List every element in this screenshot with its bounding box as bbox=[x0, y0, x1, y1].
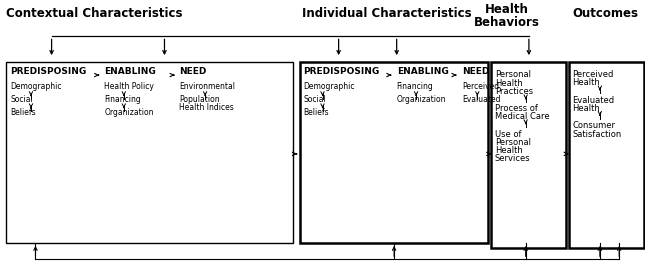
Text: Health: Health bbox=[484, 3, 528, 16]
Text: Organization: Organization bbox=[104, 108, 154, 117]
Bar bbox=[569, 62, 644, 248]
Text: Environmental: Environmental bbox=[179, 82, 235, 91]
Text: Financing: Financing bbox=[397, 82, 433, 91]
Text: Practices: Practices bbox=[495, 87, 533, 96]
Text: NEED: NEED bbox=[179, 68, 206, 76]
Text: PREDISPOSING: PREDISPOSING bbox=[303, 68, 379, 76]
Text: ENABLING: ENABLING bbox=[104, 68, 156, 76]
Text: Health: Health bbox=[495, 146, 522, 155]
Text: Contextual Characteristics: Contextual Characteristics bbox=[6, 7, 183, 20]
Text: Individual Characteristics: Individual Characteristics bbox=[302, 7, 471, 20]
Text: Demographic: Demographic bbox=[303, 82, 355, 91]
Text: Use of: Use of bbox=[495, 130, 521, 139]
Text: Process of: Process of bbox=[495, 104, 537, 113]
Text: Services: Services bbox=[495, 154, 530, 163]
Text: Evaluated: Evaluated bbox=[572, 96, 614, 104]
Text: NEED: NEED bbox=[462, 68, 489, 76]
Text: Financing: Financing bbox=[104, 95, 141, 104]
Text: Satisfaction: Satisfaction bbox=[572, 130, 621, 139]
Text: Behaviors: Behaviors bbox=[473, 16, 539, 29]
Text: Health Policy: Health Policy bbox=[104, 82, 154, 91]
Text: Evaluated: Evaluated bbox=[462, 95, 501, 104]
Text: Population: Population bbox=[179, 95, 220, 104]
Bar bbox=[6, 62, 293, 243]
Text: Health Indices: Health Indices bbox=[179, 103, 234, 112]
Text: Outcomes: Outcomes bbox=[572, 7, 638, 20]
Text: Medical Care: Medical Care bbox=[495, 112, 550, 121]
Text: Personal: Personal bbox=[495, 138, 531, 147]
Text: ENABLING: ENABLING bbox=[397, 68, 448, 76]
Text: Personal: Personal bbox=[495, 70, 531, 79]
Text: Perceived: Perceived bbox=[572, 70, 613, 79]
Text: Beliefs: Beliefs bbox=[10, 108, 36, 117]
Text: Consumer: Consumer bbox=[572, 122, 615, 130]
Text: Beliefs: Beliefs bbox=[303, 108, 329, 117]
Text: Health: Health bbox=[572, 78, 600, 87]
Text: Health: Health bbox=[572, 104, 600, 113]
Text: Perceived: Perceived bbox=[462, 82, 499, 91]
Text: Social: Social bbox=[303, 95, 326, 104]
Text: Social: Social bbox=[10, 95, 33, 104]
Text: Organization: Organization bbox=[397, 95, 446, 104]
Text: Demographic: Demographic bbox=[10, 82, 62, 91]
Bar bbox=[300, 62, 488, 243]
Text: Health: Health bbox=[495, 79, 522, 88]
Text: PREDISPOSING: PREDISPOSING bbox=[10, 68, 86, 76]
Bar bbox=[491, 62, 566, 248]
